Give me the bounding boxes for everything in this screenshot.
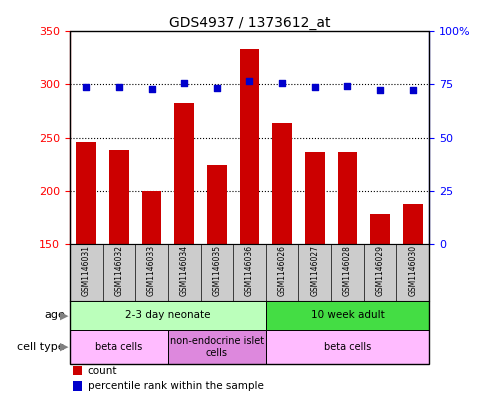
Point: [82, 83, 90, 90]
Text: GSM1146027: GSM1146027: [310, 245, 319, 296]
Text: GSM1146030: GSM1146030: [408, 245, 417, 296]
Bar: [266, 330, 429, 364]
Bar: [70, 330, 168, 364]
Text: age: age: [44, 310, 65, 320]
Bar: [70, 301, 266, 330]
Point: [409, 86, 417, 93]
Bar: [76, 142, 96, 244]
Bar: [266, 301, 429, 330]
Text: GSM1146035: GSM1146035: [213, 245, 222, 296]
Point: [180, 80, 188, 86]
Text: ▶: ▶: [60, 310, 69, 320]
Bar: [272, 123, 292, 244]
Text: count: count: [88, 365, 117, 376]
Point: [148, 86, 156, 92]
Bar: [168, 330, 266, 364]
Text: 2-3 day neonate: 2-3 day neonate: [125, 310, 211, 320]
Point: [246, 78, 253, 84]
Text: 10 week adult: 10 week adult: [310, 310, 384, 320]
Bar: [240, 50, 259, 244]
Text: GSM1146036: GSM1146036: [245, 245, 254, 296]
Bar: [403, 204, 423, 244]
Bar: [142, 191, 161, 244]
Text: GSM1146034: GSM1146034: [180, 245, 189, 296]
Title: GDS4937 / 1373612_at: GDS4937 / 1373612_at: [169, 17, 330, 30]
Point: [278, 80, 286, 86]
Point: [376, 86, 384, 93]
Bar: [73, 381, 82, 391]
Text: beta cells: beta cells: [324, 342, 371, 352]
Bar: [109, 150, 129, 244]
Bar: [370, 214, 390, 244]
Text: ▶: ▶: [60, 342, 69, 352]
Bar: [305, 152, 325, 244]
Bar: [207, 165, 227, 244]
Text: GSM1146029: GSM1146029: [376, 245, 385, 296]
Text: GSM1146032: GSM1146032: [114, 245, 123, 296]
Text: percentile rank within the sample: percentile rank within the sample: [88, 381, 263, 391]
Point: [343, 83, 351, 89]
Bar: [73, 366, 82, 375]
Point: [115, 83, 123, 90]
Text: GSM1146033: GSM1146033: [147, 245, 156, 296]
Point: [213, 84, 221, 91]
Bar: [338, 152, 357, 244]
Text: GSM1146026: GSM1146026: [277, 245, 286, 296]
Text: GSM1146031: GSM1146031: [82, 245, 91, 296]
Text: beta cells: beta cells: [95, 342, 143, 352]
Text: non-endocrine islet
cells: non-endocrine islet cells: [170, 336, 264, 358]
Text: cell type: cell type: [17, 342, 65, 352]
Bar: [174, 103, 194, 244]
Point: [311, 83, 319, 90]
Text: GSM1146028: GSM1146028: [343, 245, 352, 296]
